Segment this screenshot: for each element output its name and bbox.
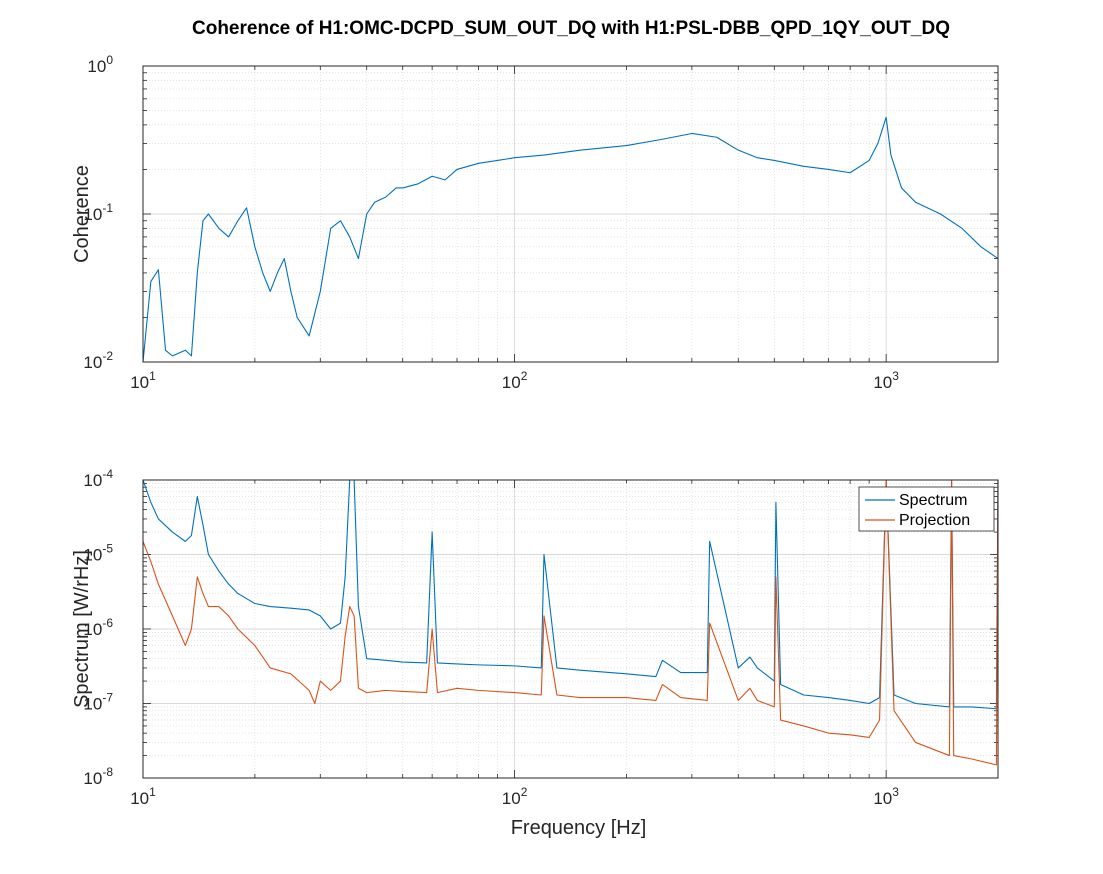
x-tick-label: 102 [502,369,528,392]
figure-title: Coherence of H1:OMC-DCPD_SUM_OUT_DQ with… [192,18,950,39]
x-tick-label: 103 [873,369,899,392]
y-axis-label: Spectrum [W/rHz] [71,550,93,708]
series-line-coherence [142,116,999,363]
series-line-projection [142,479,999,766]
legend-entry-projection: Projection [899,512,970,529]
x-tick-label: 103 [873,785,899,808]
y-tick-label: 10-8 [83,765,113,788]
y-tick-label: 10-2 [83,349,113,372]
legend: Spectrum Projection [858,486,995,532]
y-axis-label: Coherence [71,165,93,263]
x-tick-label: 101 [130,785,156,808]
y-tick-label: 100 [87,53,113,76]
axes-box [142,65,999,363]
x-tick-label: 101 [130,369,156,392]
series-line-spectrum [142,479,999,710]
legend-box [858,486,995,532]
x-tick-label: 102 [502,785,528,808]
legend-entry-spectrum: Spectrum [899,492,967,509]
x-axis-label: Frequency [Hz] [511,817,647,839]
axes-box [142,479,999,779]
y-tick-label: 10-4 [83,467,113,490]
